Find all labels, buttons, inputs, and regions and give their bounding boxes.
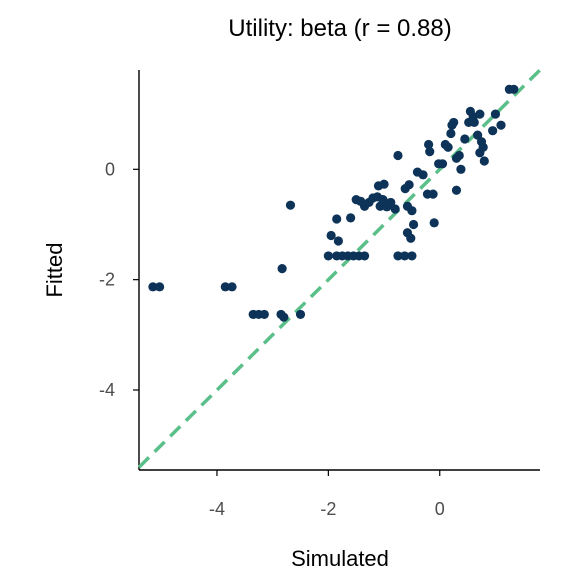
y-tick-label: 0 xyxy=(105,159,115,179)
scatter-point xyxy=(155,282,165,292)
scatter-point xyxy=(279,312,289,322)
y-axis-title: Fitted xyxy=(42,242,67,297)
scatter-point xyxy=(456,164,466,174)
scatter-point xyxy=(451,185,462,195)
scatter-point xyxy=(379,179,389,189)
x-tick-label: -4 xyxy=(209,499,225,519)
tick-layer: -4 -2 0 -4 -2 0 xyxy=(99,159,445,519)
scatter-point xyxy=(418,170,428,180)
scatter-point xyxy=(488,126,498,136)
scatter-point xyxy=(393,251,403,261)
scatter-point xyxy=(496,120,506,130)
scatter-point xyxy=(475,109,485,119)
scatter-point xyxy=(408,219,419,230)
scatter-point xyxy=(469,117,479,128)
scatter-point xyxy=(407,206,417,216)
scatter-point xyxy=(490,109,501,119)
y-tick-label: -4 xyxy=(99,380,115,400)
scatter-point xyxy=(454,150,464,161)
x-axis-title: Simulated xyxy=(291,546,389,571)
scatter-point xyxy=(479,156,489,166)
scatter-point xyxy=(446,128,456,139)
scatter-point xyxy=(333,236,343,246)
scatter-point xyxy=(295,309,306,320)
scatter-point xyxy=(406,233,416,243)
identity-reference-line xyxy=(137,68,542,469)
scatter-point xyxy=(259,309,269,320)
scatter-point xyxy=(449,117,459,128)
scatter-point xyxy=(404,180,414,190)
scatter-point xyxy=(285,200,296,210)
scatter-point xyxy=(323,251,333,261)
scatter-point xyxy=(400,251,410,261)
scatter-point xyxy=(386,197,396,208)
y-tick-label: -2 xyxy=(99,270,115,290)
scatter-point xyxy=(359,251,370,261)
scatter-point xyxy=(220,282,230,292)
scatter-point xyxy=(390,204,400,214)
scatter-point xyxy=(326,230,336,241)
scatter-point xyxy=(148,282,158,292)
scatter-point xyxy=(437,159,448,169)
scatter-point xyxy=(429,218,439,228)
scatter-point xyxy=(277,264,287,274)
scatter-point xyxy=(425,147,435,157)
scatter-point xyxy=(443,142,453,152)
scatter-point xyxy=(332,214,342,224)
point-layer xyxy=(148,84,519,322)
scatter-point xyxy=(424,139,434,150)
x-tick-label: -2 xyxy=(320,499,336,519)
chart-title: Utility: beta (r = 0.88) xyxy=(228,15,451,42)
reference-line-layer xyxy=(137,68,542,469)
scatter-point xyxy=(460,134,470,144)
x-tick-label: 0 xyxy=(435,499,445,519)
scatter-point xyxy=(346,213,356,223)
scatter-point xyxy=(407,251,417,261)
scatter-point xyxy=(428,189,438,199)
scatter-point xyxy=(473,130,483,140)
scatter-point xyxy=(393,150,403,161)
scatter-point xyxy=(227,282,237,292)
scatter-point xyxy=(378,195,388,205)
scatter-point xyxy=(478,142,488,152)
scatter-point xyxy=(509,84,519,94)
axes xyxy=(138,70,540,471)
